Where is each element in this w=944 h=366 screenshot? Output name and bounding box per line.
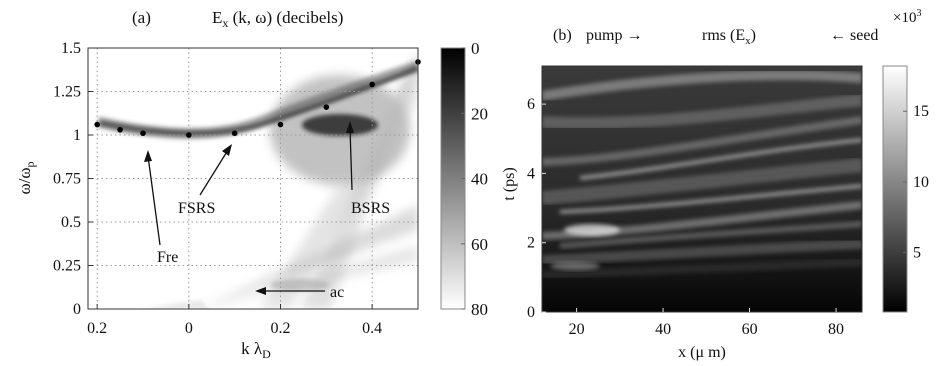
panel-b-label: (b)	[553, 27, 572, 44]
panel-b-title: rms (Ex)	[702, 27, 756, 47]
dispersion-point	[117, 127, 123, 133]
colorbar-tick-label: 40	[471, 170, 488, 189]
dispersion-point	[140, 130, 146, 136]
panel-a-title: Ex (k, ω) (decibels)	[212, 8, 343, 30]
pump-label: pump →	[586, 27, 642, 44]
x-tick-label: 0	[185, 320, 193, 337]
panel-a-label: (a)	[132, 8, 151, 27]
y-tick-label: 1.25	[53, 84, 81, 101]
dispersion-point	[94, 122, 100, 128]
y-tick-label: 0.75	[53, 171, 81, 188]
annotation-bsrs: BSRS	[351, 200, 390, 217]
y-tick-label: 0	[73, 301, 81, 318]
colorbar-exponent: ×103	[893, 8, 921, 26]
annotation-fre: Fre	[157, 249, 178, 266]
panel-a-heatmap: (a) Ex (k, ω) (decibels) 0.2 0 0.2 0.4 0 0.25…	[15, 8, 488, 361]
x-tick-label: 20	[569, 321, 585, 338]
panel-a-ylabel: ω/ωp	[15, 161, 37, 194]
dispersion-point	[278, 122, 284, 128]
dispersion-point	[324, 104, 330, 110]
colorbar-tick-label: 0	[471, 39, 480, 58]
x-tick-label: 60	[742, 321, 758, 338]
seed-label: ← seed	[830, 27, 878, 44]
y-tick-label: 1	[73, 127, 81, 144]
colorbar-tick-label: 15	[913, 103, 929, 120]
colorbar-tick-label: 5	[913, 245, 921, 262]
y-tick-label: 1.5	[61, 40, 81, 57]
panel-a-xlabel: k λD	[241, 339, 271, 361]
x-tick-label: 0.4	[362, 320, 382, 337]
x-tick-label: 0.2	[87, 320, 107, 337]
dispersion-point	[186, 132, 192, 138]
dispersion-point	[369, 82, 375, 88]
y-tick-label: 0.25	[53, 258, 81, 275]
y-tick-label: 2	[527, 235, 535, 252]
dispersion-point	[232, 130, 238, 136]
annotation-fsrs: FSRS	[178, 200, 215, 217]
panel-b-heatmap: (b) pump → rms (Ex) ← seed 20 40 60 800246 …	[501, 8, 929, 361]
y-tick-label: 6	[527, 96, 535, 113]
y-tick-label: 0	[527, 304, 535, 321]
x-tick-label: 40	[655, 321, 671, 338]
x-tick-label: 0.2	[271, 320, 291, 337]
annotation-ac: ac	[330, 284, 344, 301]
colorbar-tick-label: 80	[471, 300, 488, 319]
colorbar-tick-label: 10	[913, 174, 929, 191]
panel-b-colorbar	[883, 66, 907, 312]
x-tick-label: 80	[828, 321, 844, 338]
panel-b-xlabel: x (μ m)	[678, 344, 726, 361]
y-tick-label: 0.5	[61, 214, 81, 231]
panel-b-ylabel: t (ps)	[501, 167, 518, 200]
colorbar-tick-label: 20	[471, 104, 488, 123]
colorbar-tick-label: 60	[471, 235, 488, 254]
y-tick-label: 4	[527, 165, 535, 182]
